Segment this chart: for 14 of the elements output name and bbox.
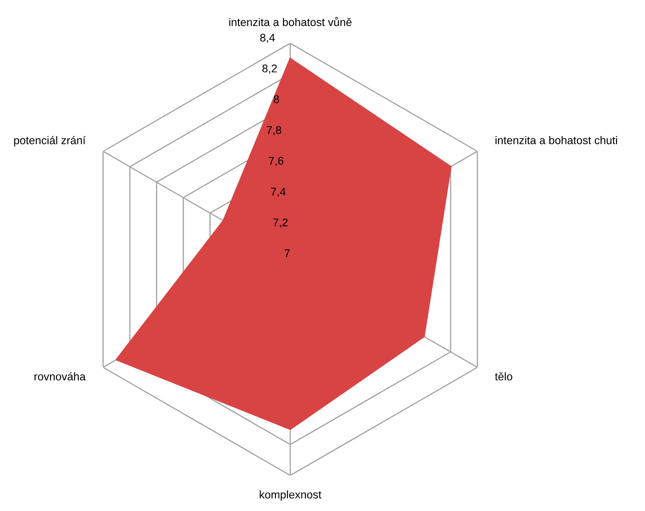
y-tick-label: 8,4 <box>260 34 275 43</box>
spoke-label: intenzita a bohatost vůně <box>229 17 352 26</box>
spoke-label: potenciál zrání <box>14 136 86 146</box>
y-tick-label: 7,4 <box>271 188 286 197</box>
y-tick-label: 7,8 <box>266 126 282 136</box>
spoke-label: intenzita a bohatost chuti <box>496 136 617 144</box>
y-tick-label: 7,6 <box>268 156 284 166</box>
spoke-label: tělo <box>494 372 512 380</box>
y-tick-label: 8 <box>274 95 279 104</box>
spoke-label: komplexnost <box>260 490 322 501</box>
spoke-label: rovnováha <box>34 372 86 380</box>
y-tick-label: 7,2 <box>273 218 288 228</box>
y-tick-label: 8,2 <box>262 64 277 74</box>
y-tick-label: 7 <box>284 249 290 258</box>
